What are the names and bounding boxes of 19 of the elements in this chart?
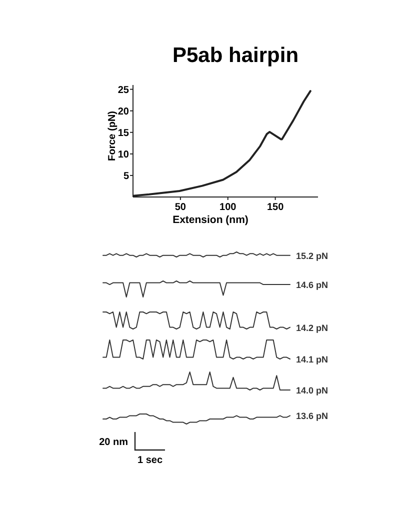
y-axis-title: Force (pN) (107, 111, 118, 161)
series-label: 15.2 pN (296, 250, 328, 261)
chart-title: P5ab hairpin (172, 44, 299, 67)
text: 20 nm (99, 437, 128, 448)
y-tick-label: 5 (123, 170, 130, 182)
x-tick-label: 150 (266, 202, 284, 213)
y-tick-label: 25 (118, 84, 130, 96)
x-tick-label: 100 (220, 202, 237, 213)
x-tick-label: 50 (174, 202, 186, 213)
y-tick-label: 15 (118, 128, 130, 139)
x-axis-title: Extension (nm) (172, 214, 248, 226)
y-tick-label: 20 (118, 106, 130, 118)
series-label: 14.1 pN (296, 354, 328, 364)
y-tick-label: 10 (118, 149, 130, 160)
series-label: 13.6 pN (296, 411, 328, 422)
series-label: 14.2 pN (296, 322, 328, 333)
series-label: 14.6 pN (296, 280, 328, 290)
text: 1 sec (137, 455, 163, 466)
series-label: 14.0 pN (296, 386, 328, 396)
